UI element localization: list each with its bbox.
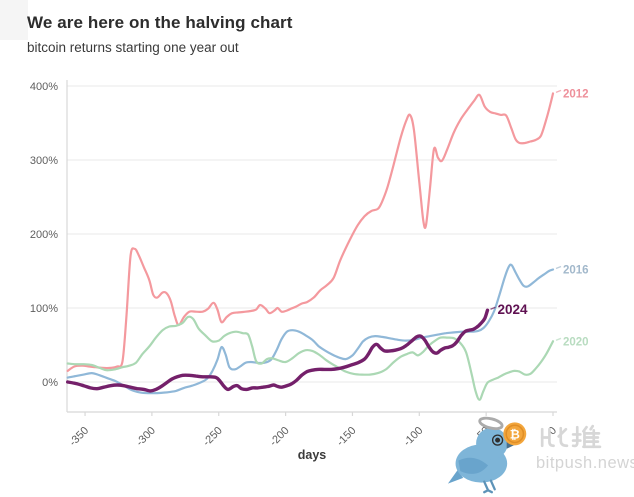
bitcoin-symbol: ₿ (510, 427, 520, 442)
series-label-2012: 2012 (563, 88, 589, 100)
watermark-domain: bitpush.news (536, 454, 634, 472)
series-label-2020: 2020 (563, 336, 589, 348)
monocle (491, 434, 504, 446)
series-line-2024 (66, 308, 490, 393)
bird-tail (447, 470, 464, 484)
bird-wing (458, 457, 489, 474)
twitter-bird-icon: ₿ (447, 416, 527, 494)
watermark: ₿ bitpush.news (446, 412, 634, 494)
series-label-dash-2020 (555, 337, 562, 341)
series-label-dash-2016 (555, 265, 562, 270)
bird-eye (495, 437, 501, 443)
corner-artifact (0, 0, 28, 40)
watermark-text: bitpush.news (536, 422, 634, 473)
series-line-2016 (66, 263, 555, 395)
series-line-2020 (66, 315, 555, 401)
y-tick-label: 300% (30, 155, 58, 167)
x-tick-label: -100 (401, 425, 425, 449)
page-title: We are here on the halving chart (27, 13, 293, 32)
x-axis-title: days (297, 448, 327, 462)
bird-legs (483, 479, 496, 494)
x-tick-label: -150 (335, 425, 359, 449)
y-tick-label: 0% (42, 377, 58, 389)
x-tick-label: -350 (67, 425, 91, 449)
series-line-2012 (66, 92, 555, 372)
y-tick-label: 100% (30, 303, 58, 315)
series-label-2016: 2016 (563, 265, 589, 277)
x-tick-label: -300 (134, 425, 158, 449)
series-label-dash-2012 (555, 89, 562, 94)
watermark-cjk-glyphs (540, 424, 602, 449)
series-label-2024: 2024 (497, 302, 528, 317)
bitcoin-icon: ₿ (503, 422, 527, 446)
x-tick-label: -250 (201, 425, 225, 449)
bird-head (476, 427, 508, 460)
series-label-dash-2024 (490, 306, 496, 310)
y-tick-label: 400% (30, 81, 58, 93)
x-tick-label: -200 (268, 425, 292, 449)
page-subtitle: bitcoin returns starting one year out (27, 40, 239, 55)
y-tick-label: 200% (30, 229, 58, 241)
halo (478, 416, 504, 431)
